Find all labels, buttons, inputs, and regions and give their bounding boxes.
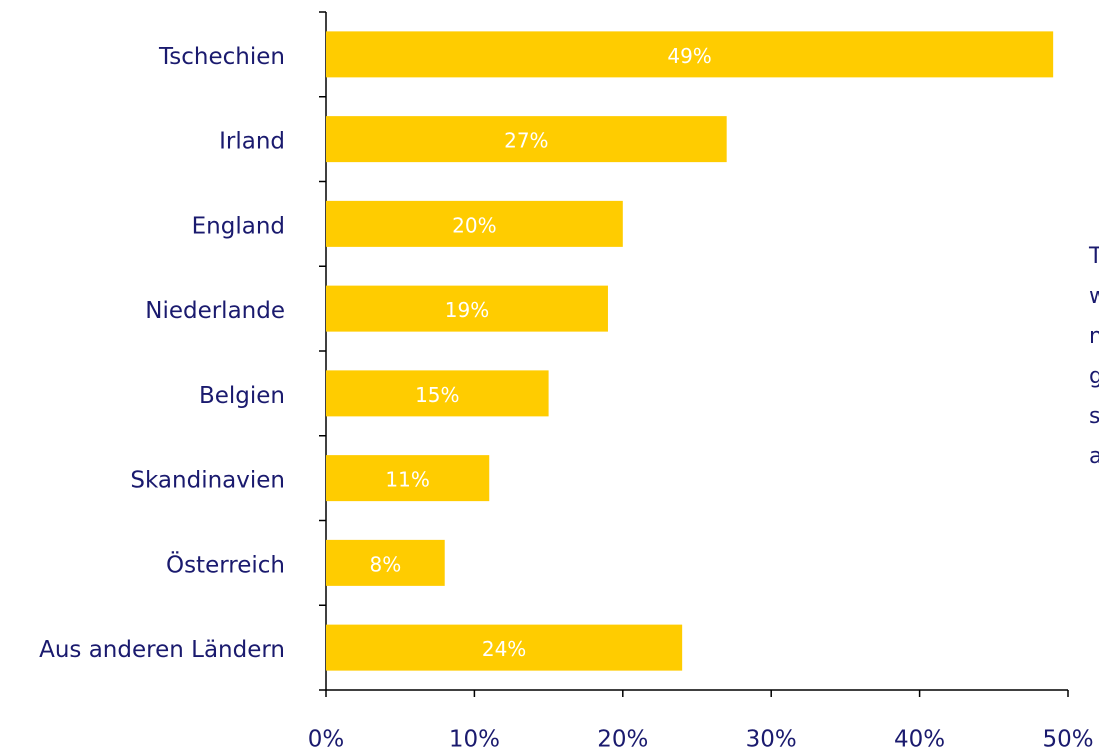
x-tick-label: 40% xyxy=(894,727,945,751)
category-label: Tschechien xyxy=(158,44,285,70)
x-tick-label: 10% xyxy=(449,727,500,751)
x-tick-label: 30% xyxy=(746,727,797,751)
bar xyxy=(326,116,727,163)
value-label: 20% xyxy=(452,213,496,237)
value-label: 8% xyxy=(369,552,401,576)
value-label: 15% xyxy=(415,383,459,407)
x-tick-label: 0% xyxy=(308,727,345,751)
bar xyxy=(326,624,683,671)
bar xyxy=(326,539,445,586)
category-label: Aus anderen Ländern xyxy=(39,637,285,663)
annotation-line: g xyxy=(1089,364,1099,389)
bar xyxy=(326,200,623,247)
category-label: Niederlande xyxy=(145,298,285,324)
value-label: 11% xyxy=(385,468,429,492)
annotation-line: s xyxy=(1089,404,1099,429)
value-label: 49% xyxy=(667,44,711,68)
value-label: 27% xyxy=(504,129,548,153)
category-label: Irland xyxy=(219,129,285,155)
bar xyxy=(326,31,1054,78)
bar xyxy=(326,455,490,502)
annotation-line: w xyxy=(1089,284,1099,309)
value-label: 19% xyxy=(445,298,489,322)
category-label: Belgien xyxy=(199,383,285,409)
bar xyxy=(326,370,549,417)
annotation-line: n xyxy=(1089,324,1099,349)
category-label: Österreich xyxy=(166,550,285,578)
category-label: Skandinavien xyxy=(130,468,285,494)
category-label: England xyxy=(192,213,285,239)
annotation-line: a xyxy=(1089,444,1099,469)
annotation-line: T xyxy=(1088,244,1099,269)
value-label: 24% xyxy=(482,637,526,661)
x-tick-label: 50% xyxy=(1042,727,1093,751)
bar xyxy=(326,285,608,332)
x-tick-label: 20% xyxy=(597,727,648,751)
